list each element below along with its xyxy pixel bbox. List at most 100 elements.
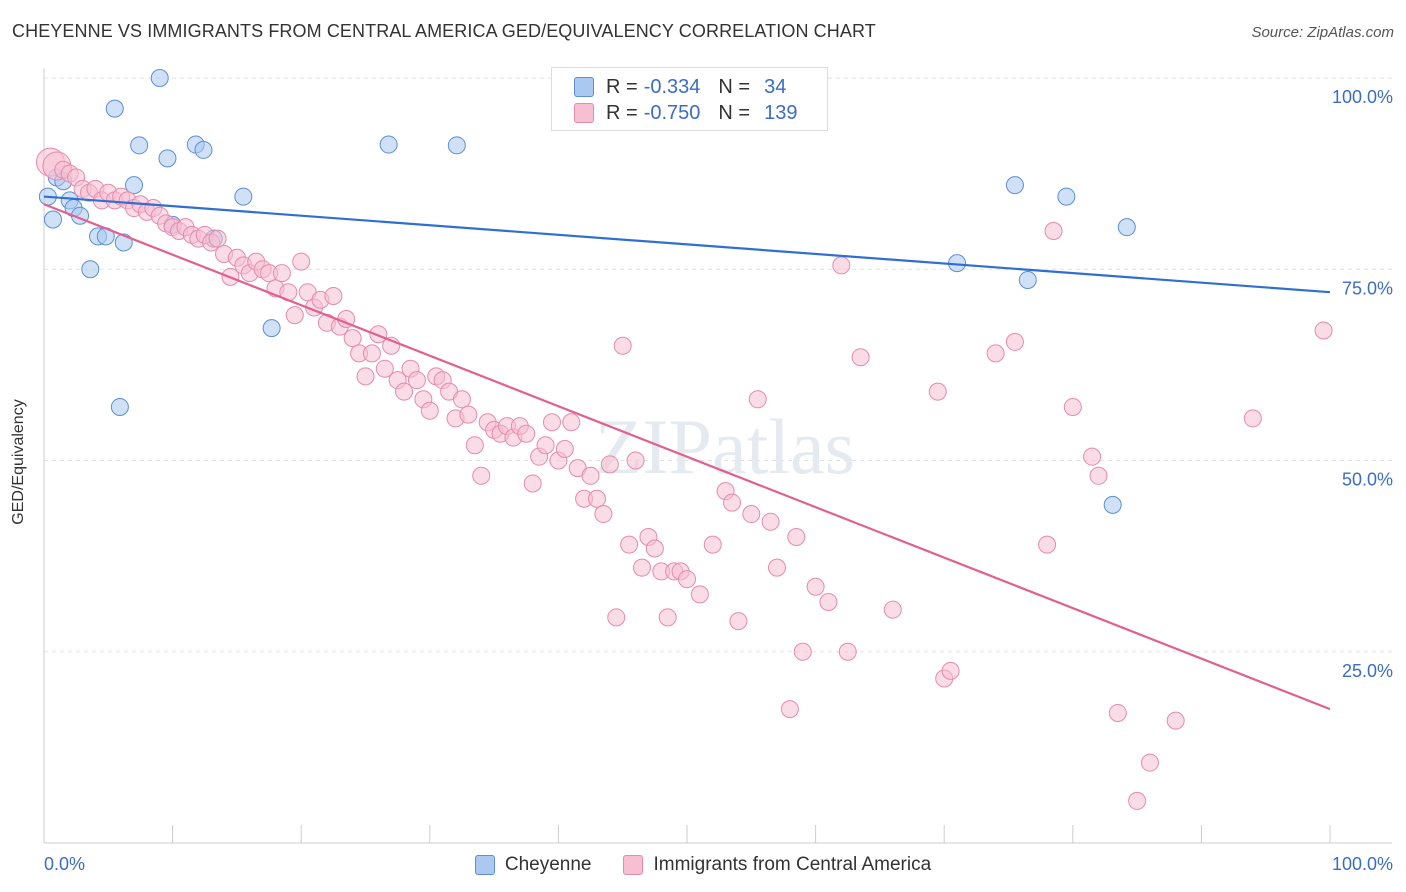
immigrants-point bbox=[555, 440, 574, 459]
stats-row-cheyenne: R = -0.334 N = 34 bbox=[552, 75, 786, 99]
immigrants-point bbox=[1038, 535, 1057, 554]
legend-label-immigrants: Immigrants from Central America bbox=[653, 854, 932, 875]
legend-label-cheyenne: Cheyenne bbox=[504, 854, 592, 875]
source-note: Source: ZipAtlas.com bbox=[1251, 24, 1394, 41]
immigrants-point bbox=[562, 413, 581, 432]
immigrants-point bbox=[1005, 332, 1024, 351]
immigrants-point bbox=[594, 505, 613, 524]
immigrants-point bbox=[1314, 321, 1333, 340]
immigrants-point bbox=[208, 229, 227, 248]
cheyenne-point bbox=[234, 187, 253, 206]
immigrants-point bbox=[272, 264, 291, 283]
y-tick-label: 50.0% bbox=[1342, 470, 1393, 490]
x-tick-label: 0.0% bbox=[44, 854, 85, 874]
immigrants-point bbox=[1083, 447, 1102, 466]
immigrants-point bbox=[356, 367, 375, 386]
stats-swatch-cheyenne bbox=[574, 77, 594, 97]
cheyenne-point bbox=[1117, 218, 1136, 237]
immigrants-point bbox=[292, 252, 311, 271]
immigrants-point bbox=[761, 512, 780, 531]
immigrants-point bbox=[748, 390, 767, 409]
watermark: ZIPatlas bbox=[595, 403, 855, 490]
cheyenne-point bbox=[1103, 495, 1122, 514]
gridlines bbox=[44, 77, 1392, 653]
y-axis-label: GED/Equivalency bbox=[10, 399, 27, 525]
immigrants-point bbox=[523, 474, 542, 493]
immigrants-point bbox=[819, 593, 838, 612]
chart-title: CHEYENNE VS IMMIGRANTS FROM CENTRAL AMER… bbox=[12, 21, 876, 41]
immigrants-point bbox=[1063, 397, 1082, 416]
immigrants-point bbox=[324, 287, 343, 306]
y-tick-label: 75.0% bbox=[1342, 278, 1393, 298]
n-value: 34 bbox=[764, 75, 787, 98]
immigrants-point bbox=[787, 528, 806, 546]
immigrants-point bbox=[1128, 791, 1147, 810]
axes bbox=[43, 68, 1392, 844]
immigrants-point bbox=[780, 700, 799, 719]
immigrants-point bbox=[941, 661, 960, 680]
immigrants-point bbox=[420, 401, 439, 420]
cheyenne-point bbox=[379, 135, 398, 154]
immigrants-point bbox=[632, 558, 651, 577]
cheyenne-point bbox=[125, 176, 144, 195]
stats-row-immigrants: R = -0.750 N = 139 bbox=[552, 101, 797, 125]
r-label: R = bbox=[606, 101, 638, 124]
immigrants-point bbox=[678, 570, 696, 589]
immigrants-point bbox=[793, 642, 812, 661]
r-label: R = bbox=[606, 75, 638, 98]
cheyenne-point bbox=[150, 69, 169, 87]
immigrants-point bbox=[536, 436, 555, 455]
immigrants-point bbox=[407, 371, 426, 390]
immigrants-point bbox=[375, 359, 394, 378]
n-value: 139 bbox=[764, 101, 798, 124]
cheyenne-point bbox=[110, 397, 129, 416]
immigrants-point bbox=[729, 612, 748, 631]
legend-swatch-immigrants bbox=[623, 855, 644, 875]
immigrants-point bbox=[742, 505, 761, 524]
immigrants-point bbox=[362, 344, 381, 363]
immigrants-point bbox=[587, 489, 606, 508]
immigrants-point bbox=[645, 539, 664, 558]
legend-swatch-cheyenne bbox=[474, 855, 495, 875]
immigrants-point bbox=[613, 336, 632, 355]
immigrants-point bbox=[369, 325, 388, 344]
stats-swatch-immigrants bbox=[574, 103, 594, 123]
r-value: -0.750 bbox=[643, 101, 701, 124]
trend-lines bbox=[43, 195, 1331, 711]
immigrants-point bbox=[472, 466, 491, 485]
cheyenne-point bbox=[130, 136, 149, 155]
immigrants-point bbox=[452, 390, 471, 409]
immigrants-point bbox=[1108, 703, 1127, 722]
immigrants-point bbox=[1044, 222, 1063, 240]
cheyenne-trend-line bbox=[43, 195, 1331, 294]
cheyenne-point bbox=[262, 319, 281, 338]
immigrants-point bbox=[1089, 466, 1108, 485]
immigrants-point bbox=[1140, 753, 1159, 772]
immigrants-point bbox=[832, 256, 851, 275]
immigrants-point bbox=[838, 642, 857, 661]
immigrants-point bbox=[542, 413, 561, 432]
cheyenne-point bbox=[44, 210, 63, 229]
y-tick-label: 100.0% bbox=[1332, 87, 1393, 107]
immigrants-point bbox=[459, 405, 478, 424]
immigrants-point bbox=[285, 306, 304, 325]
immigrants-point bbox=[723, 493, 742, 512]
immigrants-point bbox=[395, 382, 414, 401]
immigrants-point bbox=[806, 577, 825, 596]
immigrants-point bbox=[517, 424, 536, 443]
immigrants-trend-line bbox=[43, 203, 1331, 711]
y-tick-label: 25.0% bbox=[1342, 661, 1393, 681]
cheyenne-point bbox=[1005, 176, 1024, 195]
immigrants-point bbox=[703, 535, 722, 554]
legend-item-immigrants[interactable]: Immigrants from Central America bbox=[623, 854, 931, 876]
data-points bbox=[35, 69, 1333, 810]
stats-legend: R = -0.334 N = 34 R = -0.750 N = 139 bbox=[551, 67, 828, 131]
legend-item-cheyenne[interactable]: Cheyenne bbox=[474, 854, 592, 876]
cheyenne-point bbox=[194, 140, 213, 159]
immigrants-point bbox=[658, 608, 677, 627]
series-legend: Cheyenne Immigrants from Central America bbox=[0, 852, 1406, 878]
immigrants-point bbox=[600, 455, 619, 474]
cheyenne-point bbox=[105, 99, 124, 118]
tick-labels: 25.0% 50.0% 75.0% 100.0% 0.0% 100.0% bbox=[44, 87, 1393, 874]
